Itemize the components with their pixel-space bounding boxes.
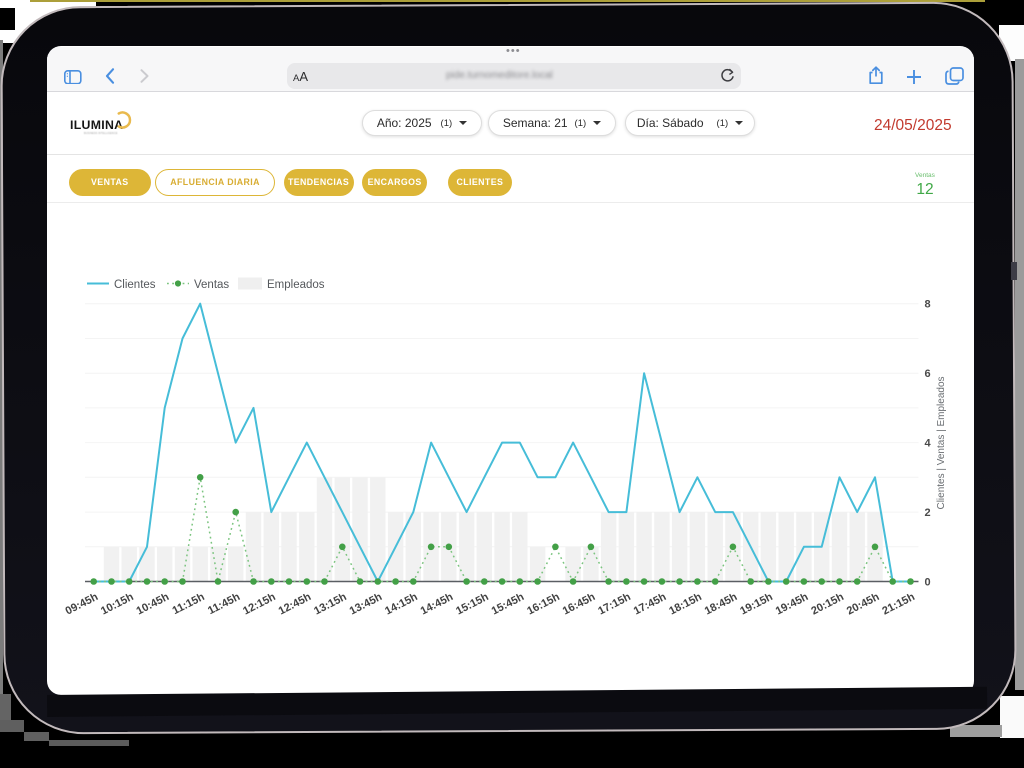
svg-text:20:45h: 20:45h: [845, 591, 882, 618]
svg-text:6: 6: [925, 368, 931, 380]
svg-text:15:15h: 15:15h: [454, 591, 491, 618]
svg-text:16:45h: 16:45h: [561, 591, 598, 618]
svg-text:Clientes | Ventas | Empleados: Clientes | Ventas | Empleados: [936, 376, 947, 509]
svg-text:0: 0: [925, 577, 931, 589]
svg-text:11:15h: 11:15h: [171, 591, 207, 617]
svg-text:18:15h: 18:15h: [667, 591, 704, 618]
svg-text:20:15h: 20:15h: [809, 591, 846, 618]
svg-text:2: 2: [925, 507, 931, 519]
svg-text:19:15h: 19:15h: [738, 591, 775, 618]
svg-text:14:45h: 14:45h: [419, 591, 456, 618]
svg-text:21:15h: 21:15h: [880, 591, 917, 618]
svg-text:8: 8: [925, 299, 931, 311]
svg-text:4: 4: [925, 438, 932, 450]
svg-text:17:45h: 17:45h: [632, 591, 669, 618]
svg-text:09:45h: 09:45h: [64, 591, 101, 618]
svg-text:16:15h: 16:15h: [525, 591, 562, 618]
svg-text:Ventas: Ventas: [194, 279, 229, 291]
svg-text:15:45h: 15:45h: [490, 591, 527, 618]
svg-text:14:15h: 14:15h: [383, 591, 420, 618]
svg-text:13:45h: 13:45h: [348, 591, 385, 618]
svg-text:Empleados: Empleados: [267, 279, 325, 291]
svg-text:13:15h: 13:15h: [312, 591, 349, 618]
svg-text:17:15h: 17:15h: [596, 591, 633, 618]
svg-text:12:15h: 12:15h: [241, 591, 278, 618]
svg-text:19:45h: 19:45h: [774, 591, 811, 618]
svg-text:12:45h: 12:45h: [277, 591, 314, 618]
svg-text:Clientes: Clientes: [114, 279, 156, 291]
svg-text:18:45h: 18:45h: [703, 591, 740, 618]
svg-text:10:15h: 10:15h: [99, 591, 136, 618]
svg-text:11:45h: 11:45h: [206, 591, 242, 617]
svg-text:10:45h: 10:45h: [135, 591, 172, 618]
